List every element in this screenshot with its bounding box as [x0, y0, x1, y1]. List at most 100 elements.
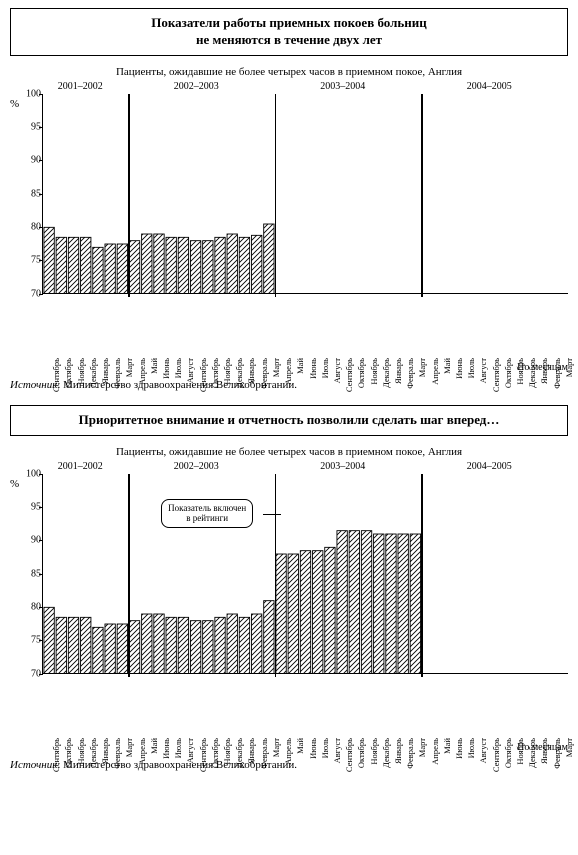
period-label: 2001–2002: [58, 81, 103, 92]
month-label: Май: [149, 738, 159, 754]
month-label: Август: [332, 738, 342, 763]
bar: [142, 614, 152, 674]
bar: [93, 627, 103, 674]
bar: [190, 620, 200, 673]
y-tick-label: 100: [15, 468, 41, 479]
chart2-y-unit: %: [10, 478, 19, 490]
callout-line: Показатель включен: [168, 503, 246, 514]
bar: [178, 237, 188, 294]
month-label: Октябрь: [63, 738, 73, 768]
y-tick-label: 75: [15, 635, 41, 646]
month-label: Февраль: [112, 358, 122, 389]
bar: [227, 234, 237, 294]
month-label: Ноябрь: [369, 738, 379, 765]
month-label: Февраль: [112, 738, 122, 769]
month-label: Июль: [173, 358, 183, 378]
bar: [313, 550, 323, 673]
bar: [142, 234, 152, 294]
bar: [337, 530, 347, 673]
month-label: Июнь: [161, 738, 171, 759]
month-label: Июль: [320, 738, 330, 758]
bar: [166, 237, 176, 294]
period-label: 2004–2005: [467, 461, 512, 472]
month-label: Октябрь: [356, 358, 366, 388]
bar: [239, 237, 249, 294]
bar: [56, 617, 66, 674]
month-label: Апрель: [430, 738, 440, 765]
bar: [288, 554, 298, 674]
month-label: Январь: [393, 738, 403, 764]
month-label: Октябрь: [356, 738, 366, 768]
month-label: Ноябрь: [76, 358, 86, 385]
bar: [386, 534, 396, 674]
bar: [203, 620, 213, 673]
month-label: Май: [442, 358, 452, 374]
month-label: Апрель: [137, 738, 147, 765]
bar: [93, 247, 103, 294]
month-label: Сентябрь: [51, 358, 61, 392]
bar: [264, 224, 274, 294]
month-label: Июнь: [161, 358, 171, 379]
chart2-area: % 7075808590951002001–20022002–20032003–…: [10, 464, 568, 759]
bar: [68, 237, 78, 294]
month-label: Август: [478, 738, 488, 763]
month-label: Май: [442, 738, 452, 754]
month-label: Январь: [246, 738, 256, 764]
month-label: Декабрь: [88, 358, 98, 388]
bar: [129, 620, 139, 673]
month-label: Апрель: [283, 738, 293, 765]
bar: [129, 240, 139, 293]
month-label: Июнь: [454, 358, 464, 379]
chart1-y-unit: %: [10, 98, 19, 110]
month-label: Март: [417, 738, 427, 757]
month-label: Июнь: [308, 358, 318, 379]
month-label: Май: [295, 738, 305, 754]
month-label: Март: [124, 738, 134, 757]
month-label: Май: [295, 358, 305, 374]
y-tick-label: 80: [15, 222, 41, 233]
month-label: Декабрь: [381, 738, 391, 768]
callout-line: в рейтинги: [168, 513, 246, 524]
month-label: Сентябрь: [198, 738, 208, 772]
bar: [117, 244, 127, 294]
bar: [398, 534, 408, 674]
bar: [374, 534, 384, 674]
y-tick-label: 70: [15, 668, 41, 679]
bar: [239, 617, 249, 674]
chart2-plot: 7075808590951002001–20022002–20032003–20…: [42, 474, 568, 674]
bar: [44, 607, 54, 674]
bar: [251, 235, 261, 294]
period-label: 2002–2003: [174, 461, 219, 472]
chart1-area: % 7075808590951002001–20022002–20032003–…: [10, 84, 568, 379]
bar: [264, 600, 274, 673]
bar: [178, 617, 188, 674]
month-label: Сентябрь: [344, 358, 354, 392]
bar: [215, 617, 225, 674]
bar: [56, 237, 66, 294]
month-label: Май: [149, 358, 159, 374]
bar: [81, 237, 91, 294]
bar: [105, 244, 115, 294]
y-tick-label: 100: [15, 88, 41, 99]
month-label: Март: [124, 358, 134, 377]
month-label: Ноябрь: [222, 358, 232, 385]
panel-chart-2: Приоритетное внимание и отчетность позво…: [10, 405, 568, 771]
y-tick-label: 90: [15, 155, 41, 166]
period-label: 2001–2002: [58, 461, 103, 472]
month-label: Август: [185, 358, 195, 383]
bar: [154, 234, 164, 294]
month-label: Июнь: [454, 738, 464, 759]
chart1-subtitle: Пациенты, ожидавшие не более четырех час…: [10, 66, 568, 78]
month-label: Январь: [100, 358, 110, 384]
month-label: Февраль: [405, 738, 415, 769]
bar: [325, 547, 335, 674]
bar: [117, 624, 127, 674]
bar: [361, 530, 371, 673]
month-label: Апрель: [283, 358, 293, 385]
month-label: Ноябрь: [222, 738, 232, 765]
month-label: Март: [271, 738, 281, 757]
chart2-title-line-1: Приоритетное внимание и отчетность позво…: [15, 412, 563, 429]
bar: [154, 614, 164, 674]
chart2-axis-caption: По месяцам: [517, 742, 568, 753]
month-label: Сентябрь: [344, 738, 354, 772]
